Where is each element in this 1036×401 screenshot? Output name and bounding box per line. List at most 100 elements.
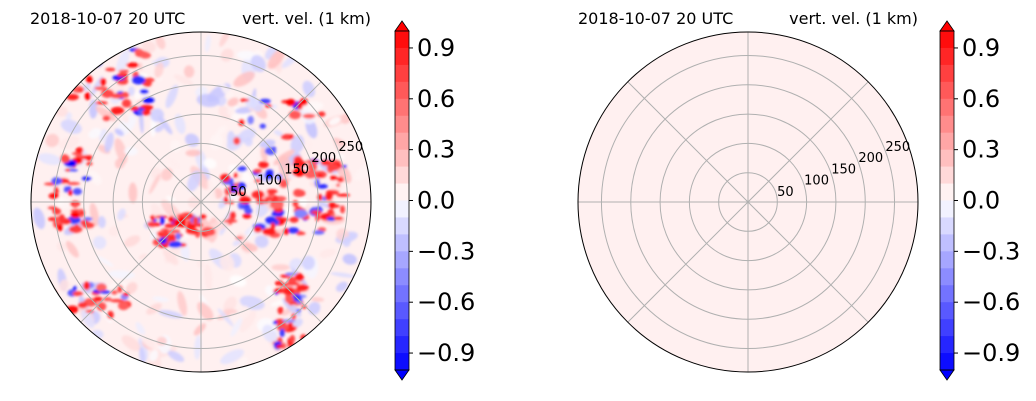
field-cell: [72, 291, 84, 297]
panel-field-label: vert. vel. (1 km): [242, 9, 371, 28]
field-cell: [175, 232, 182, 240]
colorbar-segment: [940, 98, 954, 117]
angular-grid-line: [200, 201, 322, 323]
field-cell: [287, 276, 297, 285]
field-cell: [45, 133, 60, 148]
radial-tick-label: 200: [311, 151, 336, 166]
field-cell: [289, 216, 299, 223]
colorbar-tick-label: 0.9: [962, 34, 1000, 62]
field-cell: [149, 350, 159, 362]
field-cell: [319, 248, 336, 258]
field-cell: [138, 336, 148, 361]
field-cell: [336, 183, 341, 187]
colorbar-segment: [395, 149, 409, 168]
field-cell: [264, 196, 274, 202]
field-cell: [117, 72, 126, 77]
polar-frame: [577, 31, 919, 373]
polar-grid: [578, 32, 918, 372]
field-cell: [77, 66, 83, 73]
radial-tick-label: 150: [284, 162, 309, 177]
field-cell: [196, 260, 204, 268]
field-cell: [302, 80, 316, 98]
field-cell: [310, 297, 325, 302]
field-cell: [288, 110, 302, 120]
field-cell: [96, 283, 107, 292]
field-cell: [267, 48, 285, 69]
field-cell: [57, 223, 64, 232]
field-cell: [326, 163, 340, 172]
field-cell: [310, 210, 323, 215]
field-cell: [286, 326, 298, 330]
field-cell: [139, 51, 152, 59]
field-cell: [185, 223, 197, 229]
field-cell: [219, 254, 235, 272]
colorbar-segment: [395, 217, 409, 235]
field-cell: [327, 209, 334, 215]
colorbar-tick-label: 0.6: [962, 85, 1000, 113]
field-cell: [115, 38, 122, 43]
field-cell: [333, 137, 347, 147]
colorbar-segment: [940, 302, 954, 320]
field-cell: [135, 322, 146, 336]
radial-tick-label: 150: [831, 162, 856, 177]
field-cell: [150, 167, 165, 182]
field-cell: [34, 312, 45, 316]
angular-grid-line: [80, 81, 202, 203]
field-cell: [247, 115, 254, 125]
colorbar-segment: [940, 31, 954, 49]
colorbar-segment: [940, 268, 954, 286]
field-background: [578, 32, 918, 372]
field-cell: [170, 139, 182, 153]
field-cell: [279, 328, 285, 338]
field-cell: [85, 162, 93, 166]
field-cell: [272, 320, 278, 325]
field-cell: [31, 298, 45, 304]
field-cell: [259, 123, 266, 129]
field-cell: [215, 125, 227, 135]
colorbar-segment: [395, 285, 409, 303]
field-cell: [79, 211, 84, 215]
field-cell: [141, 40, 156, 53]
field-cell: [158, 115, 173, 135]
field-cell: [59, 307, 71, 314]
field-cell: [125, 282, 138, 295]
field-cell: [167, 229, 181, 234]
field-cell: [162, 249, 179, 265]
colorbar-segment: [395, 47, 409, 66]
colorbar-extend-min: [939, 369, 955, 381]
colorbar-segment: [940, 200, 954, 218]
field-cell: [289, 134, 294, 139]
field-cell: [154, 62, 164, 78]
angular-grid-line: [200, 81, 322, 203]
radial-tick-label: 50: [777, 185, 794, 200]
field-cell: [302, 113, 316, 119]
field-cell: [96, 54, 102, 62]
field-cell: [104, 132, 114, 153]
field-cell: [149, 173, 161, 194]
field-cell: [99, 77, 106, 86]
field-cell: [84, 92, 91, 101]
field-cell: [239, 305, 250, 319]
field-cell: [31, 302, 33, 308]
field-cell: [223, 308, 238, 315]
field-cell: [168, 215, 175, 223]
field-cell: [237, 357, 249, 367]
field-cell: [42, 294, 50, 298]
field-cell: [83, 281, 91, 291]
field-cell: [77, 88, 83, 93]
field-cell: [266, 189, 278, 194]
field-cell: [320, 159, 331, 166]
colorbar-segment: [940, 149, 954, 168]
field-cell: [70, 211, 80, 219]
field-cell: [293, 189, 306, 198]
field-cell: [38, 309, 46, 318]
field-cell: [114, 158, 125, 169]
field-cell: [239, 310, 257, 333]
field-cell: [59, 136, 80, 150]
field-cell: [340, 205, 345, 214]
field-cell: [134, 48, 144, 54]
polar-panel-right: 2018-10-07 20 UTC vert. vel. (1 km) 50 10…: [577, 9, 1020, 381]
field-cell: [85, 156, 92, 161]
colorbar-tick-label: 0.0: [417, 187, 455, 215]
field-cell: [168, 241, 182, 248]
